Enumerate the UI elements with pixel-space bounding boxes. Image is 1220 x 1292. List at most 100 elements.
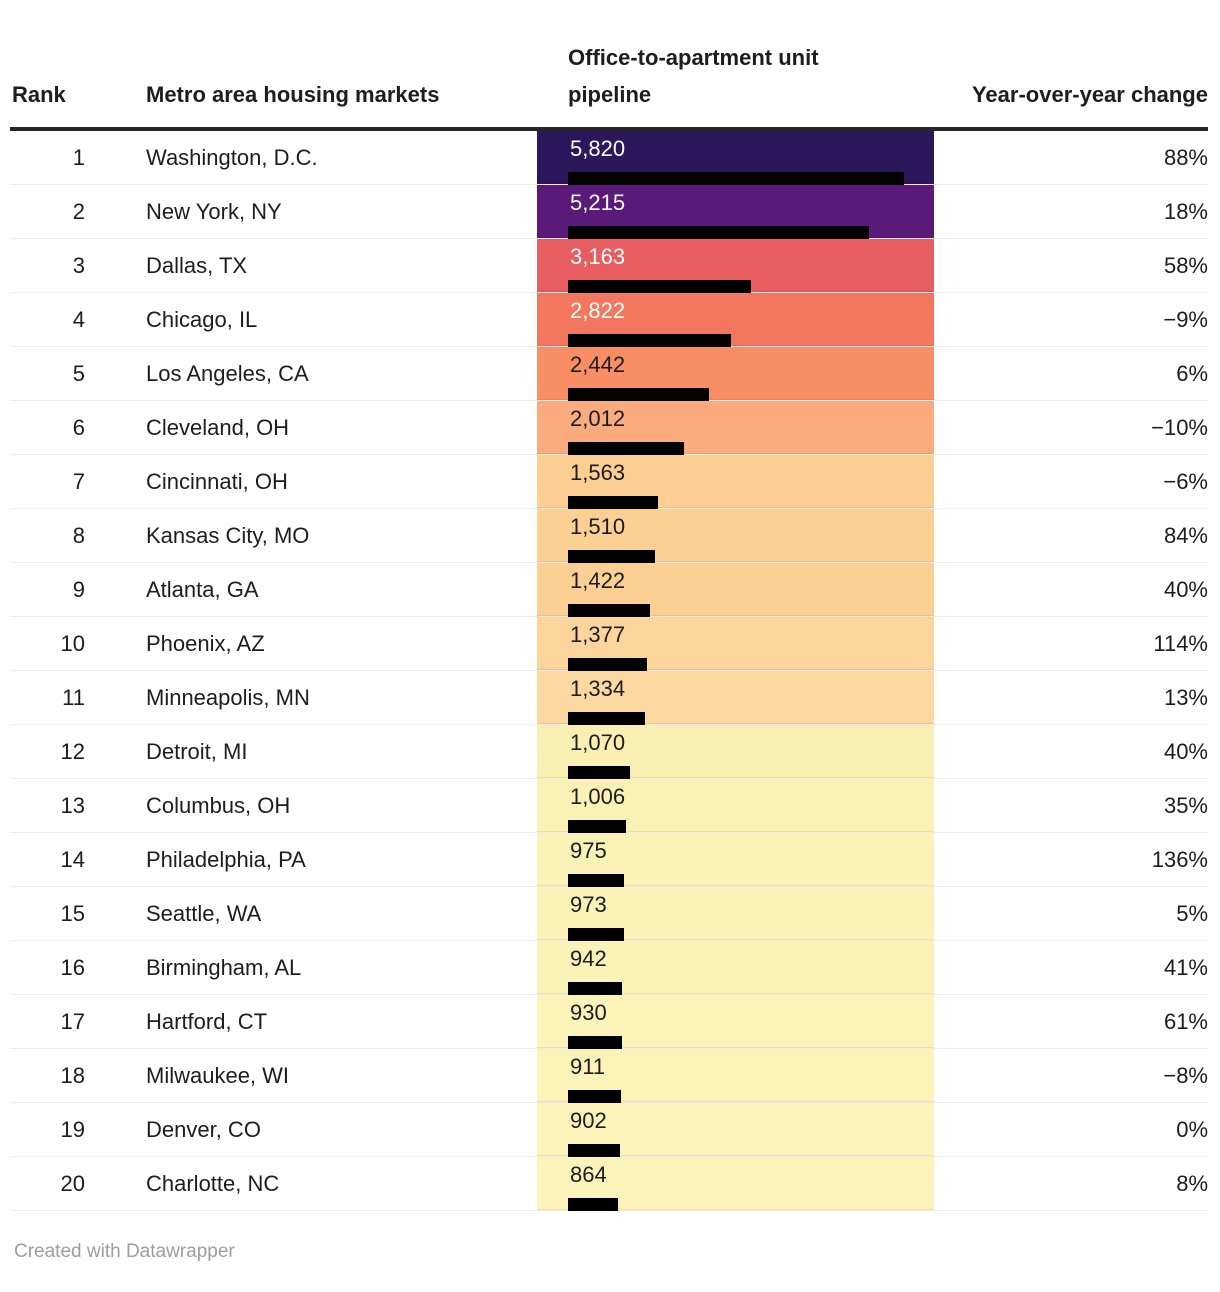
rank-cell: 15 — [60, 900, 85, 926]
market-cell: Chicago, IL — [146, 306, 258, 332]
market-cell: Atlanta, GA — [146, 576, 259, 602]
market-cell: Cincinnati, OH — [146, 468, 288, 494]
pipeline-bar — [568, 1144, 620, 1157]
pipeline-cell: 1,422 — [537, 563, 934, 617]
column-header-change: Year-over-year change — [971, 82, 1208, 107]
footer: Created with Datawrapper — [0, 1211, 1220, 1288]
pipeline-bar — [568, 820, 626, 833]
change-cell: 88% — [1163, 144, 1208, 170]
pipeline-cell: 942 — [537, 941, 934, 995]
pipeline-bar — [568, 982, 622, 995]
change-cell: 18% — [1163, 198, 1208, 224]
change-cell: −8% — [1163, 1062, 1208, 1088]
pipeline-bar — [568, 550, 655, 563]
table-row: 10 Phoenix, AZ 1,377 114% — [10, 617, 1208, 671]
rank-cell: 12 — [60, 738, 85, 764]
market-cell: Detroit, MI — [146, 738, 248, 764]
market-cell: Hartford, CT — [146, 1008, 268, 1034]
change-cell: −10% — [1151, 414, 1208, 440]
market-cell: New York, NY — [146, 198, 282, 224]
pipeline-cell: 975 — [537, 833, 934, 887]
change-cell: 6% — [1176, 360, 1208, 386]
market-cell: Los Angeles, CA — [146, 360, 309, 386]
table-row: 11 Minneapolis, MN 1,334 13% — [10, 671, 1208, 725]
pipeline-value-label: 5,215 — [570, 190, 626, 215]
pipeline-value-label: 1,377 — [570, 622, 626, 647]
rank-cell: 9 — [72, 576, 85, 602]
table-row: 8 Kansas City, MO 1,510 84% — [10, 509, 1208, 563]
pipeline-value-label: 3,163 — [570, 244, 626, 269]
pipeline-cell: 1,377 — [537, 617, 934, 671]
pipeline-value-label: 930 — [570, 1000, 607, 1025]
column-header-pipeline: Office-to-apartment unit pipeline — [568, 45, 819, 107]
ranked-table: Rank Metro area housing markets Office-t… — [10, 0, 1208, 1211]
pipeline-value-label: 911 — [570, 1054, 606, 1079]
table-row: 13 Columbus, OH 1,006 35% — [10, 779, 1208, 833]
rank-cell: 10 — [60, 630, 85, 656]
pipeline-bar — [568, 604, 650, 617]
change-cell: −9% — [1163, 306, 1208, 332]
market-cell: Columbus, OH — [146, 792, 291, 818]
table-header-row: Rank Metro area housing markets Office-t… — [10, 0, 1208, 131]
rank-cell: 11 — [62, 684, 85, 710]
table-row: 20 Charlotte, NC 864 8% — [10, 1157, 1208, 1211]
rank-cell: 4 — [72, 306, 85, 332]
table-row: 19 Denver, CO 902 0% — [10, 1103, 1208, 1157]
table-row: 9 Atlanta, GA 1,422 40% — [10, 563, 1208, 617]
pipeline-value-label: 975 — [570, 838, 607, 863]
change-cell: 61% — [1163, 1008, 1208, 1034]
rank-cell: 13 — [60, 792, 85, 818]
rank-cell: 18 — [60, 1062, 85, 1088]
rank-cell: 17 — [60, 1008, 85, 1034]
pipeline-value-label: 2,442 — [570, 352, 626, 377]
pipeline-value-label: 1,422 — [570, 568, 626, 593]
rank-cell: 20 — [60, 1170, 85, 1196]
pipeline-cell: 2,822 — [537, 293, 934, 347]
pipeline-bar — [568, 1036, 622, 1049]
change-cell: 8% — [1176, 1170, 1208, 1196]
pipeline-bar — [568, 1198, 618, 1211]
table-row: 17 Hartford, CT 930 61% — [10, 995, 1208, 1049]
rank-cell: 7 — [72, 468, 85, 494]
rank-cell: 19 — [60, 1116, 85, 1142]
pipeline-bar — [568, 928, 624, 941]
table-row: 4 Chicago, IL 2,822 −9% — [10, 293, 1208, 347]
table-row: 3 Dallas, TX 3,163 58% — [10, 239, 1208, 293]
change-cell: −6% — [1163, 468, 1208, 494]
change-cell: 40% — [1163, 738, 1208, 764]
datawrapper-credit: Created with Datawrapper — [14, 1241, 235, 1262]
change-cell: 40% — [1163, 576, 1208, 602]
pipeline-cell: 1,563 — [537, 455, 934, 509]
table-body: 1 Washington, D.C. 5,820 88% 2 New York,… — [10, 131, 1208, 1211]
rank-cell: 5 — [72, 360, 85, 386]
rank-cell: 6 — [72, 414, 85, 440]
market-cell: Birmingham, AL — [146, 954, 302, 980]
pipeline-bar — [568, 874, 624, 887]
pipeline-value-label: 2,012 — [570, 406, 626, 431]
table-row: 6 Cleveland, OH 2,012 −10% — [10, 401, 1208, 455]
change-cell: 114% — [1153, 630, 1208, 656]
pipeline-bar — [568, 280, 751, 293]
pipeline-value-label: 942 — [570, 946, 607, 971]
pipeline-bar — [568, 388, 709, 401]
change-cell: 136% — [1151, 846, 1208, 872]
pipeline-cell: 930 — [537, 995, 934, 1049]
pipeline-cell: 2,442 — [537, 347, 934, 401]
pipeline-cell: 864 — [537, 1157, 934, 1211]
table-row: 18 Milwaukee, WI 911 −8% — [10, 1049, 1208, 1103]
pipeline-bar — [568, 766, 630, 779]
market-cell: Seattle, WA — [146, 900, 262, 926]
pipeline-cell: 1,510 — [537, 509, 934, 563]
change-cell: 41% — [1163, 954, 1208, 980]
market-cell: Denver, CO — [146, 1116, 261, 1142]
pipeline-cell: 902 — [537, 1103, 934, 1157]
pipeline-cell: 5,215 — [537, 185, 934, 239]
column-header-rank: Rank — [12, 82, 66, 107]
market-cell: Phoenix, AZ — [146, 630, 265, 656]
rank-cell: 16 — [60, 954, 85, 980]
pipeline-value-label: 1,563 — [570, 460, 626, 485]
table-row: 15 Seattle, WA 973 5% — [10, 887, 1208, 941]
market-cell: Charlotte, NC — [146, 1170, 280, 1196]
rank-cell: 1 — [72, 144, 85, 170]
pipeline-cell: 911 — [537, 1049, 934, 1103]
